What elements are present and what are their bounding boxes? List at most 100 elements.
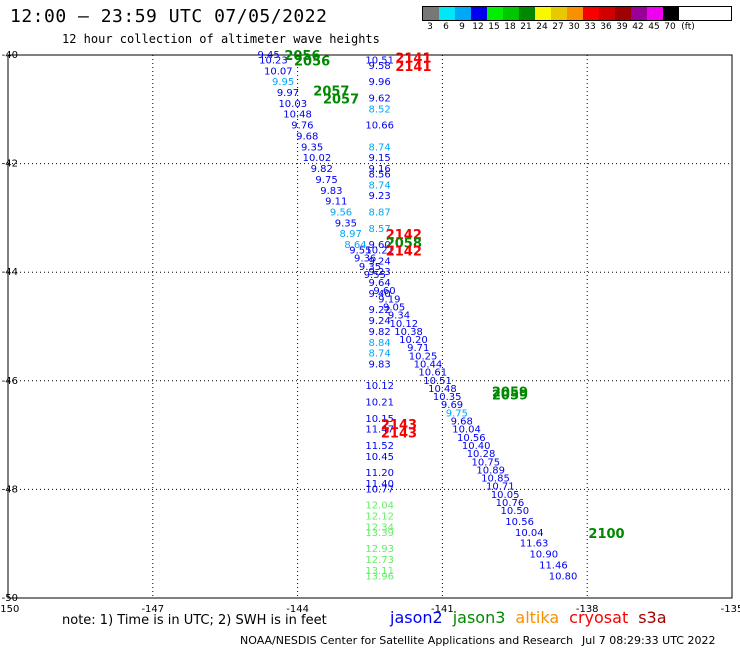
track-a-swh-label: 9.55 <box>349 245 371 256</box>
track-b-swh-label: 10.77 <box>365 484 394 495</box>
track-a-swh-label: 10.50 <box>500 506 529 517</box>
track-b-swh-label: 11.52 <box>365 441 394 452</box>
color-bin-swatch <box>439 7 455 20</box>
track-a-swh-label: 9.45 <box>258 50 280 61</box>
x-tick-label: -147 <box>141 604 164 615</box>
track-a-swh-label: 9.05 <box>383 302 405 313</box>
pass-time-label: 2143 <box>381 418 417 433</box>
track-b-swh-label: 9.23 <box>369 191 391 202</box>
pass-time-label: 2100 <box>588 527 624 542</box>
pass-time-label: 2058 <box>386 236 422 251</box>
color-bin-label: 15 <box>488 22 500 32</box>
color-bin-label: 3 <box>427 22 433 32</box>
track-a-swh-label: 9.68 <box>296 131 318 142</box>
track-b-swh-label: 13.39 <box>365 528 394 539</box>
track-a-swh-label: 10.89 <box>476 465 505 476</box>
pass-time-label: 2142 <box>386 228 422 243</box>
y-tick-label: -40 <box>2 50 18 61</box>
color-bin-swatch <box>423 7 439 20</box>
track-a-swh-label: 10.25 <box>409 351 438 362</box>
track-b-swh-label: 8.74 <box>369 349 391 360</box>
track-a-swh-label: 9.35 <box>301 142 323 153</box>
color-bin-swatch <box>503 7 519 20</box>
track-a-swh-label: 9.75 <box>315 175 337 186</box>
color-bin-label: 6 <box>443 22 449 32</box>
color-bin-swatch <box>455 7 471 20</box>
legend-cryosat: cryosat <box>569 608 629 627</box>
color-bin-swatch <box>471 7 487 20</box>
chart-subtitle: 12 hour collection of altimeter wave hei… <box>62 32 380 46</box>
legend-altika: altika <box>515 608 560 627</box>
track-a-swh-label: 9.68 <box>451 417 473 428</box>
legend-s3a: s3a <box>638 608 667 627</box>
track-a-swh-label: 10.80 <box>549 571 578 582</box>
color-bin-swatch <box>631 7 647 20</box>
track-a-swh-label: 8.64 <box>344 240 366 251</box>
color-bin-label: 30 <box>568 22 580 32</box>
x-tick-label: -150 <box>0 604 19 615</box>
color-bin-label: 45 <box>648 22 660 32</box>
track-b-swh-label: 12.04 <box>365 501 394 512</box>
generation-timestamp: Jul 7 08:29:33 UTC 2022 <box>582 634 716 647</box>
track-b-swh-label: 10.66 <box>365 121 394 132</box>
track-b-swh-label: 11.40 <box>365 479 394 490</box>
pass-time-label: 2056 <box>294 54 330 69</box>
track-a-swh-label: 10.61 <box>418 368 447 379</box>
track-a-swh-label: 10.04 <box>452 425 481 436</box>
satellite-legend: jason2 jason3 altika cryosat s3a <box>390 608 677 627</box>
track-a-swh-label: 9.64 <box>369 278 391 289</box>
color-bin-label: 39 <box>616 22 628 32</box>
track-b-swh-label: 10.12 <box>365 381 394 392</box>
track-b-swh-label: 9.40 <box>369 289 391 300</box>
pass-time-label: 2141 <box>395 52 431 67</box>
track-a-swh-label: 10.05 <box>491 490 520 501</box>
color-scale-labels: 3 6 9 12 15 18 21 24 27 30 33 36 39 42 45 70 (ft) <box>422 21 732 35</box>
track-a-swh-label: 9.82 <box>311 164 333 175</box>
track-a-swh-label: 10.71 <box>486 482 515 493</box>
track-a-swh-label: 9.56 <box>330 207 352 218</box>
track-a-swh-label: 10.48 <box>428 384 457 395</box>
track-a-swh-label: 9.11 <box>325 197 347 208</box>
y-tick-label: -46 <box>2 376 18 387</box>
color-bin-swatch <box>535 7 551 20</box>
track-a-swh-label: 10.40 <box>462 441 491 452</box>
track-a-swh-label: 9.69 <box>441 400 463 411</box>
color-bin-label: 36 <box>600 22 612 32</box>
footnote: note: 1) Time is in UTC; 2) SWH is in fe… <box>62 613 327 628</box>
legend-jason2: jason2 <box>390 608 443 627</box>
track-b-swh-label: 8.84 <box>369 338 391 349</box>
color-bin-swatch <box>567 7 583 20</box>
track-a-swh-label: 9.34 <box>388 311 410 322</box>
track-b-swh-label: 10.15 <box>365 414 394 425</box>
color-bin-label: 9 <box>459 22 465 32</box>
track-a-swh-label: 10.02 <box>303 153 332 164</box>
chart-title: 12:00 – 23:59 UTC 07/05/2022 <box>10 6 328 27</box>
track-b-swh-label: 12.93 <box>365 544 394 555</box>
track-b-swh-label: 9.23 <box>369 267 391 278</box>
track-b-swh-label: 12.73 <box>365 555 394 566</box>
track-a-swh-label: 10.12 <box>389 319 418 330</box>
track-b-swh-label: 8.74 <box>369 142 391 153</box>
track-b-swh-label: 9.24 <box>369 316 391 327</box>
track-b-swh-label: 11.20 <box>365 468 394 479</box>
track-a-swh-label: 9.95 <box>272 77 294 88</box>
track-b-swh-label: 8.74 <box>369 180 391 191</box>
track-b-swh-label: 12.34 <box>365 522 394 533</box>
x-tick-label: -138 <box>576 604 599 615</box>
color-bin-swatch <box>583 7 599 20</box>
track-b-swh-label: 9.83 <box>369 360 391 371</box>
color-bin-swatch <box>615 7 631 20</box>
track-a-swh-label: 9.76 <box>291 121 313 132</box>
y-tick-label: -42 <box>2 159 18 170</box>
track-a-swh-label: 10.48 <box>283 110 312 121</box>
color-bin-swatch <box>551 7 567 20</box>
y-tick-label: -50 <box>2 593 18 604</box>
track-a-swh-label: 8.97 <box>340 229 362 240</box>
color-bin-swatch <box>487 7 503 20</box>
track-b-swh-label: 9.96 <box>369 77 391 88</box>
track-a-swh-label: 10.44 <box>414 360 443 371</box>
track-a-swh-label: 10.51 <box>423 376 452 387</box>
track-b-swh-label: 8.87 <box>369 207 391 218</box>
track-a-swh-label: 9.97 <box>277 88 299 99</box>
track-b-swh-label: 9.62 <box>369 93 391 104</box>
